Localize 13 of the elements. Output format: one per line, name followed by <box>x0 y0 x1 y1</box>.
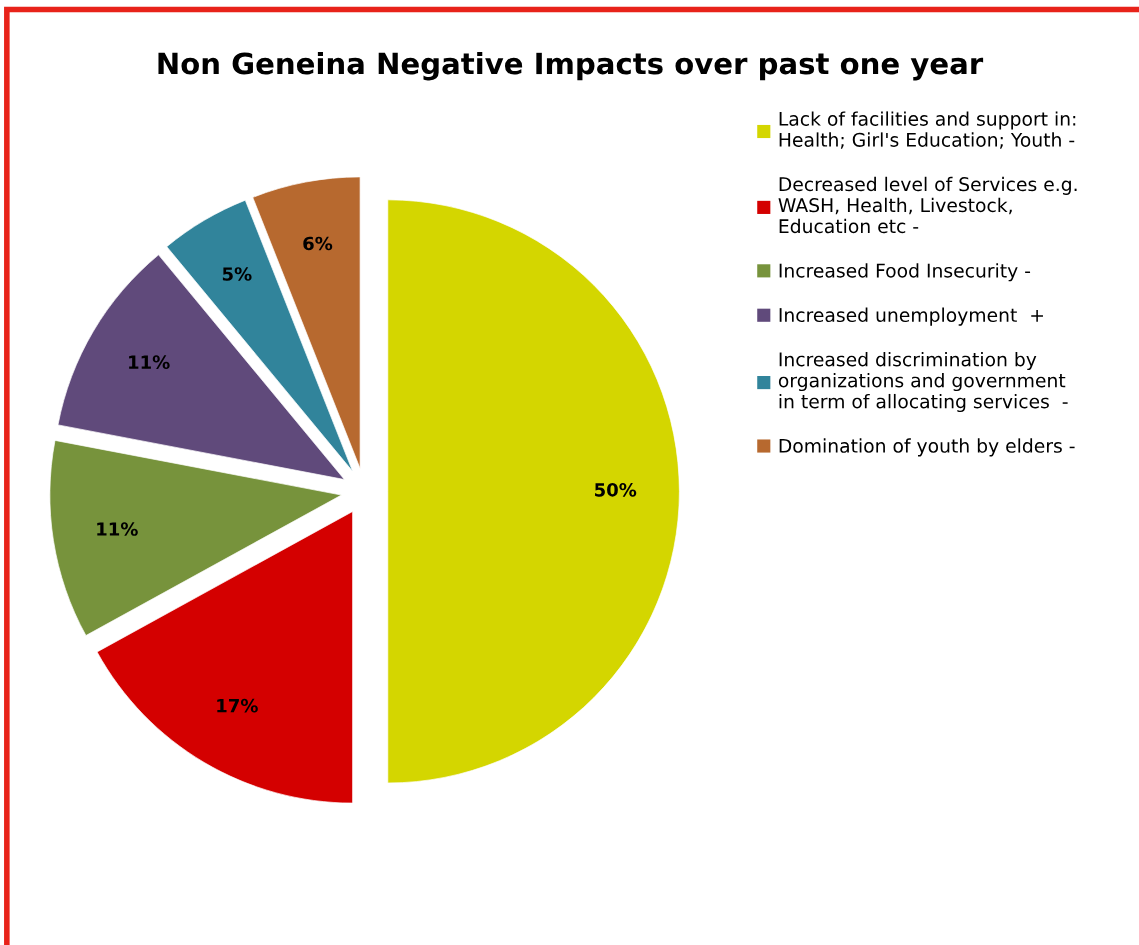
legend-label: Decreased level of Services e.g. WASH, Health, Livestock, Education etc - <box>778 176 1077 234</box>
legend-label: Increased unemployment + <box>779 307 1043 326</box>
legend-label: Domination of youth by elders - <box>779 438 1075 457</box>
data-label: 11% <box>97 522 138 536</box>
data-label: 5% <box>222 267 252 281</box>
chart-title: Non Geneina Negative Impacts over past one year <box>158 51 984 81</box>
legend-label: Increased Food Insecurity - <box>779 263 1031 282</box>
legend-label: Increased discrimination by organizations and government in term of allocating services - <box>778 351 1068 413</box>
legend-label: Lack of facilities and support in: Health; Girl's Education; Youth - <box>779 111 1076 149</box>
data-label: 17% <box>217 698 258 713</box>
data-label: 11% <box>129 355 170 369</box>
data-label: 6% <box>303 236 333 251</box>
data-label: 50% <box>595 482 637 497</box>
